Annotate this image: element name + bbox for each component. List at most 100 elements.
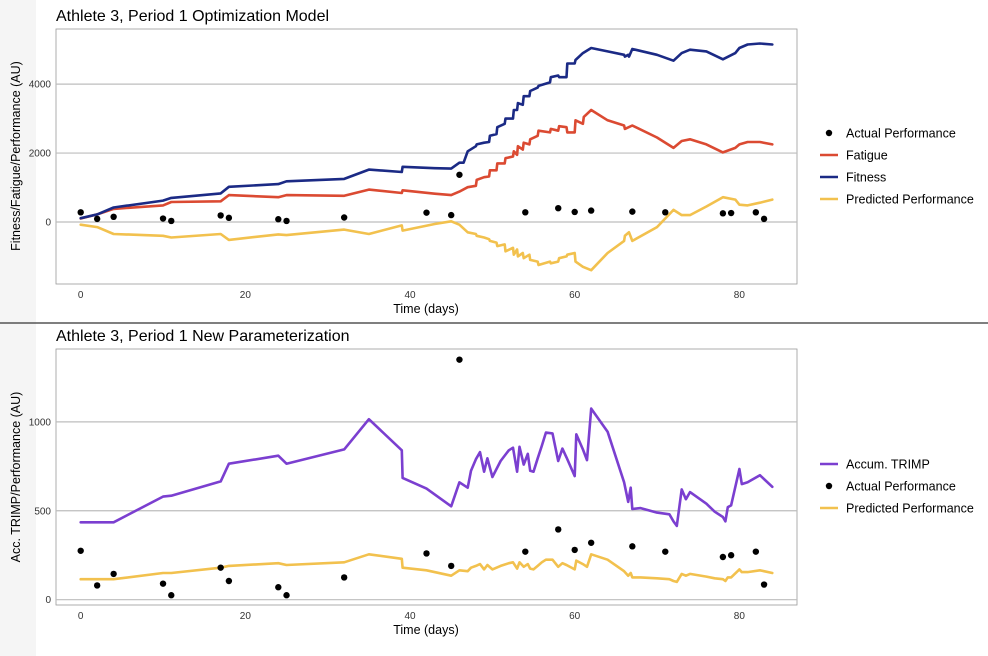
data-point	[727, 552, 735, 559]
y-tick-label: 500	[34, 506, 51, 517]
data-point	[571, 208, 578, 216]
data-point	[629, 543, 636, 550]
data-point	[587, 539, 595, 546]
data-point	[93, 215, 101, 223]
data-point	[423, 209, 430, 216]
data-point	[752, 209, 760, 216]
data-point	[110, 213, 117, 221]
legend-point-key	[825, 482, 833, 490]
series-lines	[79, 407, 774, 584]
data-point	[662, 209, 669, 216]
data-point	[522, 548, 529, 555]
data-point	[159, 215, 167, 222]
chart-title: Athlete 3, Period 1 New Parameterization	[56, 328, 349, 345]
x-tick-labels: 0 20 40 60 80	[78, 290, 745, 301]
y-tick-labels: 0 2000 4000	[29, 80, 52, 229]
data-point	[77, 547, 84, 554]
y-axis-label: Acc. TRIMP/Performance (AU)	[9, 392, 23, 563]
data-point	[719, 210, 727, 217]
data-point	[217, 564, 224, 571]
data-point	[629, 208, 636, 215]
series-line-fatigue	[79, 108, 774, 220]
data-point	[217, 212, 224, 219]
legend-label: Actual Performance	[846, 127, 956, 141]
data-point	[168, 217, 175, 225]
data-point	[522, 209, 529, 216]
actual-performance-points	[77, 356, 768, 599]
data-point	[456, 356, 463, 363]
data-point	[760, 581, 768, 588]
data-point	[448, 211, 455, 219]
legend-item-actual-performance: Actual Performance	[825, 127, 956, 141]
legend-label: Predicted Performance	[846, 193, 974, 207]
data-point	[662, 548, 669, 555]
x-tick-label: 40	[404, 290, 416, 301]
series-line-fitness	[79, 42, 774, 220]
data-point	[760, 215, 768, 223]
x-tick-label: 40	[404, 611, 416, 622]
x-tick-label: 80	[734, 290, 746, 301]
legend-label: Actual Performance	[846, 480, 956, 494]
x-axis-label: Time (days)	[393, 623, 459, 637]
x-tick-label: 60	[569, 611, 581, 622]
data-point	[283, 217, 290, 225]
data-point	[448, 562, 455, 570]
x-tick-label: 0	[78, 290, 84, 301]
y-tick-label: 0	[45, 595, 51, 606]
y-tick-labels: 0 500 1000	[29, 417, 52, 606]
legend-item-accum-trimp: Accum. TRIMP	[820, 458, 930, 472]
series-line-predicted-performance	[79, 195, 774, 272]
y-tick-label: 2000	[29, 149, 52, 160]
data-point	[340, 574, 348, 581]
x-tick-label: 0	[78, 611, 84, 622]
series-lines	[79, 42, 774, 272]
plot-panel	[55, 28, 798, 285]
series-line-predicted-performance	[79, 553, 774, 584]
data-point	[340, 214, 348, 221]
chart-optimization-model: Athlete 3, Period 1 Optimization Model 0…	[9, 8, 974, 316]
gridlines	[56, 421, 797, 601]
x-tick-label: 20	[240, 611, 252, 622]
gridlines	[56, 83, 797, 223]
legend-label: Fitness	[846, 171, 886, 185]
data-point	[77, 209, 84, 216]
legend-item-predicted-performance: Predicted Performance	[820, 193, 974, 207]
data-point	[110, 570, 117, 578]
legend-item-predicted-performance: Predicted Performance	[820, 502, 974, 516]
y-tick-label: 4000	[29, 80, 52, 91]
data-point	[456, 171, 463, 178]
y-tick-label: 0	[45, 217, 51, 228]
data-point	[555, 526, 562, 533]
chart-new-parameterization: Athlete 3, Period 1 New Parameterization…	[9, 328, 974, 637]
legend-label: Accum. TRIMP	[846, 458, 930, 472]
data-point	[93, 582, 101, 589]
legend-label: Predicted Performance	[846, 502, 974, 516]
data-point	[571, 546, 578, 554]
data-point	[159, 580, 167, 587]
legend-item-fitness: Fitness	[820, 171, 886, 185]
legend-item-actual-performance: Actual Performance	[825, 480, 956, 494]
left-margin-strip	[0, 0, 36, 656]
actual-performance-points	[77, 171, 768, 225]
x-tick-labels: 0 20 40 60 80	[78, 611, 745, 622]
data-point	[752, 548, 760, 555]
legend: Accum. TRIMP Actual Performance Predicted …	[820, 458, 974, 516]
y-tick-label: 1000	[29, 417, 52, 428]
series-line-accum-trimp	[79, 407, 774, 528]
data-point	[587, 207, 595, 214]
data-point	[719, 553, 727, 561]
data-point	[555, 204, 562, 212]
data-point	[423, 550, 430, 557]
y-axis-label: Fitness/Fatigue/Performance (AU)	[9, 61, 23, 251]
data-point	[225, 214, 233, 222]
legend-point-key	[825, 129, 833, 137]
legend: Actual Performance Fatigue Fitness Predicte…	[820, 127, 974, 207]
data-point	[275, 584, 282, 591]
data-point	[168, 592, 175, 599]
data-point	[283, 592, 290, 599]
data-point	[727, 209, 735, 217]
x-tick-label: 60	[569, 290, 581, 301]
legend-label: Fatigue	[846, 149, 888, 163]
x-tick-label: 80	[734, 611, 746, 622]
